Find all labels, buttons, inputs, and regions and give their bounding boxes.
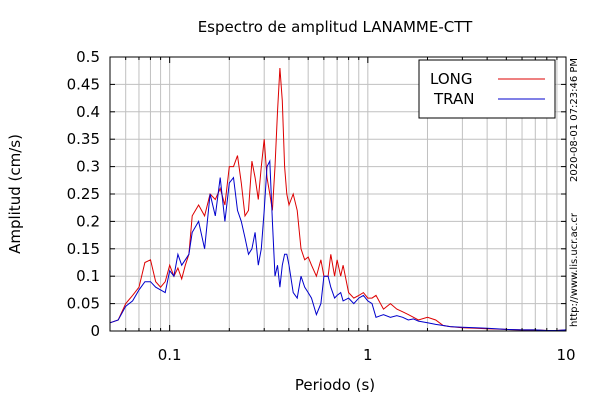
- legend-box: [418, 59, 556, 119]
- x-axis-label: Periodo (s): [295, 376, 375, 394]
- y-tick-label: 0.1: [76, 267, 100, 285]
- series-line-tran: [109, 159, 567, 331]
- y-tick-label: 0.45: [67, 75, 100, 93]
- y-tick-label: 0.05: [67, 295, 100, 313]
- y-tick-label: 0.4: [76, 103, 100, 121]
- legend-label-long: LONG: [430, 70, 472, 88]
- series-layer: [109, 67, 567, 331]
- x-tick-label: 10: [556, 346, 575, 364]
- timestamp-label: 2020-08-01 07:23:46 PM: [569, 58, 580, 182]
- source-url-label: http://www.lis.ucr.ac.cr: [569, 212, 580, 327]
- legend: LONG TRAN: [418, 59, 556, 119]
- y-tick-label: 0.3: [76, 158, 100, 176]
- x-tick-label: 1: [363, 346, 373, 364]
- y-tick-label: 0.25: [67, 185, 100, 203]
- y-tick-label: 0.15: [67, 240, 100, 258]
- y-tick-label: 0: [90, 322, 100, 340]
- y-axis-label: Amplitud (cm/s): [6, 134, 24, 254]
- y-tick-label: 0.35: [67, 130, 100, 148]
- legend-label-tran: TRAN: [433, 90, 474, 108]
- chart-title: Espectro de amplitud LANAMME-CTT: [198, 18, 473, 36]
- y-tick-label: 0.2: [76, 212, 100, 230]
- x-tick-label: 0.1: [158, 346, 182, 364]
- y-tick-label: 0.5: [76, 48, 100, 66]
- series-line-long: [109, 67, 567, 331]
- axis-ticks: 0 0.05 0.1 0.15 0.2 0.25 0.3 0.35 0.4 0.45 0.5 0.1 1…: [67, 48, 576, 364]
